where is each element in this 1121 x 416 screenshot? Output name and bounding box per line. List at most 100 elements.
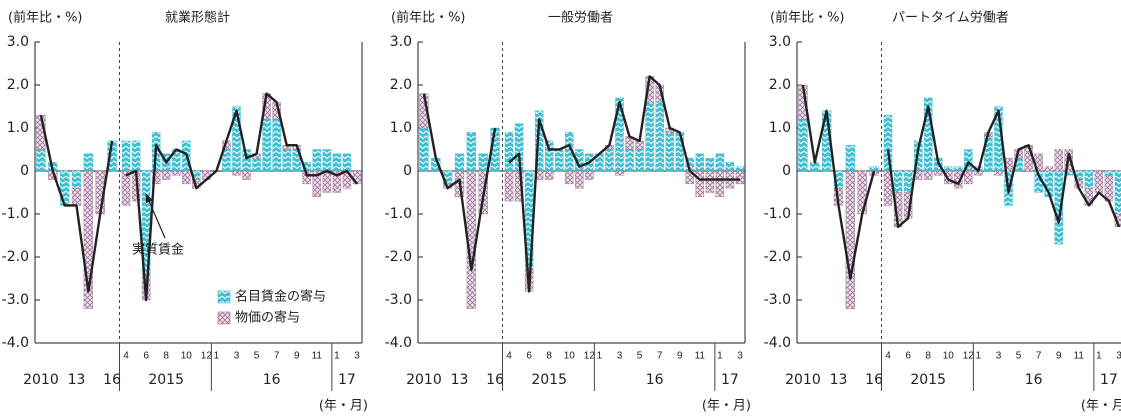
month-label: 5 [1016, 351, 1022, 362]
bar [735, 170, 745, 185]
bar [83, 153, 94, 172]
bar [994, 170, 1003, 176]
month-label: 6 [905, 351, 911, 362]
month-label: 8 [546, 351, 552, 362]
year-label: 2015 [910, 372, 946, 388]
month-label: 11 [1074, 351, 1085, 362]
y-axis-label: (前年比・%) [770, 10, 845, 26]
month-label: 11 [695, 351, 706, 362]
real-wage-line [422, 93, 497, 272]
month-label: 11 [312, 351, 323, 362]
chart-title: パートタイム労働者 [892, 11, 1009, 26]
bar [695, 153, 705, 172]
y-tick-label: -2.0 [764, 249, 791, 265]
month-label: 1 [214, 351, 220, 362]
y-axis-label: (前年比・%) [8, 10, 83, 26]
x-tick-label: 16 [865, 372, 883, 388]
bar [544, 140, 554, 172]
y-tick-label: -3.0 [385, 292, 412, 308]
bar [675, 132, 684, 172]
annotation: 実質賃金 [132, 242, 184, 258]
bar [121, 140, 131, 172]
y-tick-label: -4.0 [2, 335, 29, 351]
month-label: 7 [1036, 351, 1042, 362]
bar [71, 170, 82, 189]
bar [59, 170, 70, 206]
month-label: 1 [334, 351, 340, 362]
x-tick-label: 2010 [785, 372, 821, 388]
chart-title: 就業形態計 [165, 10, 230, 26]
month-label: 4 [885, 351, 891, 362]
bar [585, 170, 594, 180]
y-tick-label: 1.0 [390, 120, 412, 136]
month-label: 12 [584, 351, 596, 362]
bar [645, 101, 654, 172]
bar [262, 119, 271, 172]
bar [342, 153, 352, 172]
month-label: 1 [597, 351, 603, 362]
month-label: 7 [274, 351, 280, 362]
real-wage-line [125, 92, 358, 302]
bar [735, 166, 745, 172]
bar [83, 170, 94, 309]
month-label: 6 [143, 351, 149, 362]
x-tick-label: 13 [451, 372, 469, 388]
y-tick-label: 1.0 [769, 120, 791, 136]
y-tick-label: -3.0 [2, 292, 29, 308]
chart-title: 一般労働者 [548, 10, 613, 26]
bar [605, 149, 614, 172]
bar [705, 170, 715, 193]
bar [71, 187, 82, 206]
bar [161, 170, 171, 180]
bar [954, 170, 963, 189]
y-tick-label: -1.0 [764, 206, 791, 222]
y-tick-label: 2.0 [7, 77, 29, 93]
month-label: 8 [925, 351, 931, 362]
x-tick-label: 2010 [23, 372, 59, 388]
bar [655, 101, 664, 172]
bar [121, 170, 131, 206]
bar [725, 162, 735, 172]
year-label: 16 [263, 372, 281, 388]
y-tick-label: -2.0 [2, 249, 29, 265]
bar [715, 153, 725, 172]
month-label: 3 [996, 351, 1002, 362]
bar [1084, 170, 1094, 189]
bar [332, 170, 342, 193]
month-label: 9 [294, 351, 300, 362]
year-label: 16 [646, 372, 664, 388]
y-tick-label: 1.0 [7, 120, 29, 136]
month-label: 4 [506, 351, 512, 362]
y-tick-label: -4.0 [385, 335, 412, 351]
bar [282, 149, 291, 172]
bar [695, 170, 705, 197]
month-label: 8 [163, 351, 169, 362]
bar [635, 149, 644, 172]
x-axis-label: (年・月) [702, 399, 751, 414]
bar [1094, 170, 1104, 193]
bar [242, 170, 251, 180]
bar [615, 170, 624, 176]
year-label: 2015 [148, 372, 184, 388]
bar [954, 166, 963, 172]
x-tick-label: 13 [830, 372, 848, 388]
y-tick-label: -3.0 [764, 292, 791, 308]
x-tick-label: 16 [103, 372, 121, 388]
month-label: 7 [657, 351, 663, 362]
bar [454, 153, 465, 172]
y-tick-label: -1.0 [2, 206, 29, 222]
month-label: 5 [637, 351, 643, 362]
bar [798, 119, 808, 172]
bar [944, 166, 953, 172]
bar [131, 140, 141, 172]
month-label: 10 [943, 351, 955, 362]
bar [312, 149, 322, 172]
bar [232, 170, 241, 176]
month-label: 1 [1096, 351, 1102, 362]
bar [312, 170, 322, 197]
y-tick-label: -4.0 [764, 335, 791, 351]
x-axis-label: (年・月) [319, 399, 368, 414]
bar [964, 170, 973, 185]
annotation-arrow [145, 193, 166, 239]
y-tick-label: 3.0 [769, 34, 791, 50]
